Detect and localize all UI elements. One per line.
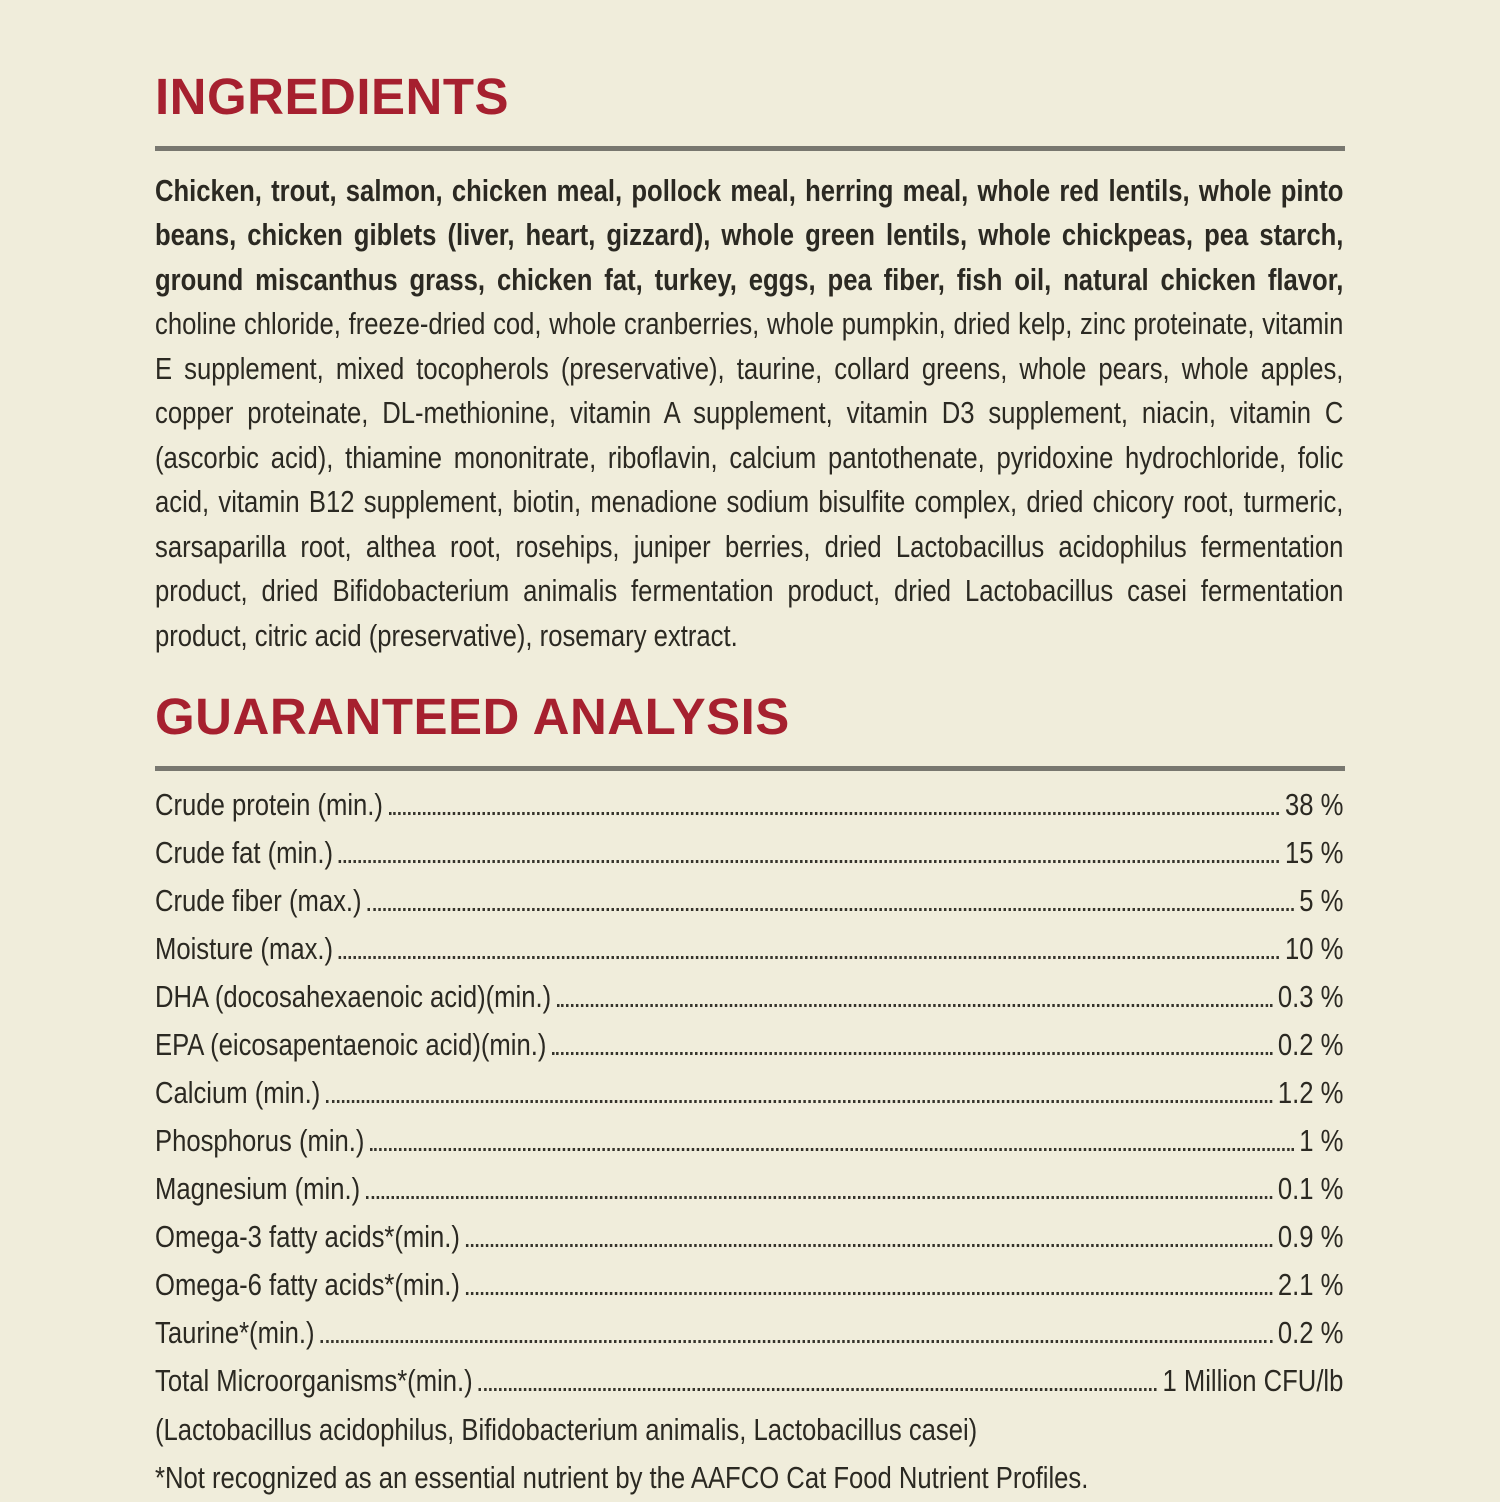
nutrient-label: Taurine*(min.) bbox=[155, 1314, 315, 1350]
ingredients-secondary-text: choline chloride, freeze-dried cod, whol… bbox=[155, 306, 1344, 653]
ingredients-primary-text: Chicken, trout, salmon, chicken meal, po… bbox=[155, 172, 1344, 297]
nutrient-label: Crude protein (min.) bbox=[155, 786, 383, 822]
nutrient-label: DHA (docosahexaenoic acid)(min.) bbox=[155, 978, 552, 1014]
nutrient-value: 15 % bbox=[1284, 834, 1344, 870]
nutrient-value: 0.2 % bbox=[1277, 1026, 1344, 1062]
table-row: Crude protein (min.) 38 % bbox=[155, 781, 1343, 829]
nutrient-value: 2.1 % bbox=[1277, 1266, 1344, 1302]
guaranteed-analysis-section-title: GUARANTEED ANALYSIS bbox=[155, 688, 790, 746]
leader-dots bbox=[338, 859, 1280, 863]
nutrient-value: 38 % bbox=[1284, 786, 1344, 822]
nutrient-label: Calcium (min.) bbox=[155, 1074, 321, 1110]
guaranteed-analysis-table: Crude protein (min.) 38 % Crude fat (min… bbox=[155, 781, 1343, 1502]
nutrient-value: 0.1 % bbox=[1277, 1170, 1344, 1206]
leader-dots bbox=[365, 1195, 1273, 1199]
aafco-footnote: *Not recognized as an essential nutrient… bbox=[155, 1459, 1089, 1495]
table-row: Crude fat (min.) 15 % bbox=[155, 829, 1343, 877]
nutrient-value: 0.9 % bbox=[1277, 1218, 1344, 1254]
nutrient-value: 10 % bbox=[1284, 930, 1344, 966]
leader-dots bbox=[320, 1339, 1273, 1343]
leader-dots bbox=[552, 1051, 1273, 1055]
nutrient-label: Omega-3 fatty acids*(min.) bbox=[155, 1218, 460, 1254]
nutrient-value: 1 Million CFU/lb bbox=[1162, 1362, 1344, 1398]
ingredients-section-title: INGREDIENTS bbox=[155, 68, 510, 125]
table-row: EPA (eicosapentaenoic acid)(min.) 0.2 % bbox=[155, 1021, 1343, 1069]
nutrient-label: Moisture (max.) bbox=[155, 930, 334, 966]
ingredients-divider-rule bbox=[155, 145, 1345, 151]
nutrient-label: Total Microorganisms*(min.) bbox=[155, 1362, 473, 1398]
leader-dots bbox=[465, 1291, 1273, 1295]
table-row: Total Microorganisms*(min.) 1 Million CF… bbox=[155, 1357, 1343, 1405]
leader-dots bbox=[370, 1147, 1294, 1151]
leader-dots bbox=[388, 811, 1280, 815]
analysis-rows: Crude protein (min.) 38 % Crude fat (min… bbox=[155, 781, 1343, 1405]
leader-dots bbox=[556, 1003, 1273, 1007]
table-row: Magnesium (min.) 0.1 % bbox=[155, 1165, 1343, 1213]
leader-dots bbox=[478, 1387, 1157, 1391]
leader-dots bbox=[465, 1243, 1273, 1247]
table-row: Calcium (min.) 1.2 % bbox=[155, 1069, 1343, 1117]
nutrient-label: Phosphorus (min.) bbox=[155, 1122, 365, 1158]
leader-dots bbox=[338, 955, 1280, 959]
table-row: Crude fiber (max.) 5 % bbox=[155, 877, 1343, 925]
table-row: Omega-3 fatty acids*(min.) 0.9 % bbox=[155, 1213, 1343, 1261]
ingredients-list: Chicken, trout, salmon, chicken meal, po… bbox=[155, 169, 1343, 659]
table-row: Moisture (max.) 10 % bbox=[155, 925, 1343, 973]
table-row: Omega-6 fatty acids*(min.) 2.1 % bbox=[155, 1261, 1343, 1309]
nutrient-label: Magnesium (min.) bbox=[155, 1170, 361, 1206]
table-row: Phosphorus (min.) 1 % bbox=[155, 1117, 1343, 1165]
nutrient-value: 5 % bbox=[1299, 882, 1344, 918]
nutrient-label: Crude fiber (max.) bbox=[155, 882, 362, 918]
analysis-divider-rule bbox=[155, 765, 1345, 771]
nutrient-value: 0.3 % bbox=[1277, 978, 1344, 1014]
nutrient-value: 1 % bbox=[1299, 1122, 1344, 1158]
nutrient-value: 1.2 % bbox=[1277, 1074, 1344, 1110]
nutrient-label: EPA (eicosapentaenoic acid)(min.) bbox=[155, 1026, 547, 1062]
nutrient-value: 0.2 % bbox=[1277, 1314, 1344, 1350]
nutrient-label: Crude fat (min.) bbox=[155, 834, 334, 870]
leader-dots bbox=[367, 907, 1294, 911]
nutrient-label: Omega-6 fatty acids*(min.) bbox=[155, 1266, 460, 1302]
leader-dots bbox=[326, 1099, 1273, 1103]
table-row: Taurine*(min.) 0.2 % bbox=[155, 1309, 1343, 1357]
microorganisms-note: (Lactobacillus acidophilus, Bifidobacter… bbox=[155, 1411, 978, 1447]
table-row: DHA (docosahexaenoic acid)(min.) 0.3 % bbox=[155, 973, 1343, 1021]
